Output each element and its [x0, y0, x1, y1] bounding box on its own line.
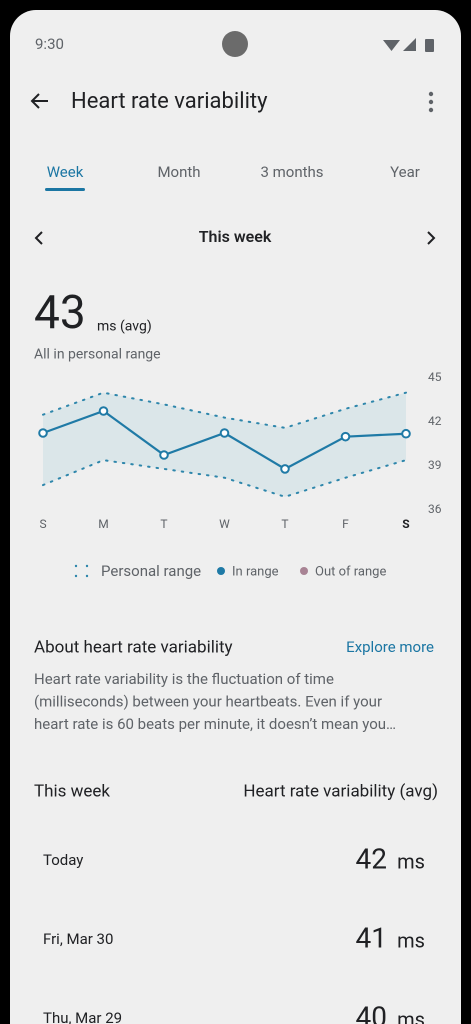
table-header: This week: [34, 781, 110, 801]
x-tick-label: F: [342, 517, 349, 531]
row-value: 40: [356, 1000, 387, 1024]
data-point: [340, 431, 351, 442]
y-tick-label: 45: [428, 370, 442, 384]
summary-value: 43: [34, 286, 86, 340]
about-title: About heart rate variability: [34, 637, 233, 657]
tab[interactable]: Month: [157, 163, 200, 181]
about-body: heart rate is 60 beats per minute, it do…: [34, 715, 396, 733]
status-time: 9:30: [35, 35, 64, 53]
tab-indicator: [45, 188, 85, 191]
y-tick-label: 36: [428, 502, 442, 516]
x-tick-label: W: [219, 517, 230, 531]
summary-status: All in personal range: [34, 347, 161, 363]
legend-swatch: [85, 564, 89, 568]
menu-button[interactable]: [428, 91, 434, 113]
battery-icon: [425, 39, 434, 52]
about-body: (milliseconds) between your heartbeats. …: [34, 692, 382, 710]
x-tick-label: S: [39, 517, 46, 531]
prev-button[interactable]: [34, 231, 43, 245]
period-label: This week: [199, 227, 272, 246]
tab[interactable]: Week: [47, 163, 84, 181]
data-point: [159, 450, 169, 460]
summary-unit: ms (avg): [97, 319, 152, 335]
row-unit: ms: [397, 849, 425, 873]
x-tick-label: T: [160, 517, 167, 531]
y-tick-label: 39: [428, 458, 442, 472]
range-edge: [42, 391, 407, 429]
legend-swatch: [85, 574, 89, 578]
row-value: 42: [356, 842, 387, 875]
app-title: Heart rate variability: [71, 89, 268, 114]
row-unit: ms: [397, 1007, 425, 1024]
x-tick-label: S: [402, 517, 409, 531]
wifi-icon: [383, 40, 400, 51]
legend-swatch: [217, 567, 225, 575]
back-button[interactable]: [30, 93, 48, 109]
row-label: Fri, Mar 30: [43, 930, 113, 948]
explore-link[interactable]: Explore more: [346, 638, 434, 656]
legend-label: Out of range: [315, 564, 386, 579]
screen-bg: [10, 10, 461, 1024]
camera: [222, 31, 248, 57]
data-point: [98, 406, 109, 416]
data-point: [219, 428, 230, 438]
x-tick-label: T: [281, 517, 288, 531]
legend-swatch: [300, 567, 308, 575]
legend-label: Personal range: [101, 562, 201, 580]
signal-icon: [403, 38, 416, 51]
legend-label: In range: [232, 564, 279, 579]
data-point: [38, 428, 48, 438]
about-body: Heart rate variability is the fluctuatio…: [34, 670, 334, 688]
tab[interactable]: 3 months: [260, 163, 323, 181]
legend-swatch: [74, 564, 78, 568]
content: 9:30 Heart rate variability This week 43…: [30, 31, 442, 1024]
data-point: [401, 428, 411, 439]
data-point: [280, 464, 290, 474]
x-tick-label: M: [98, 517, 108, 531]
next-button[interactable]: [427, 231, 436, 245]
y-tick-label: 42: [428, 414, 442, 428]
legend-swatch: [74, 574, 78, 578]
row-label: Thu, Mar 29: [43, 1009, 122, 1024]
tab[interactable]: Year: [390, 163, 420, 181]
range-edge: [42, 459, 407, 498]
row-unit: ms: [397, 928, 425, 952]
row-value: 41: [356, 921, 387, 954]
row-label: Today: [43, 851, 83, 869]
table-header: Heart rate variability (avg): [243, 781, 438, 801]
